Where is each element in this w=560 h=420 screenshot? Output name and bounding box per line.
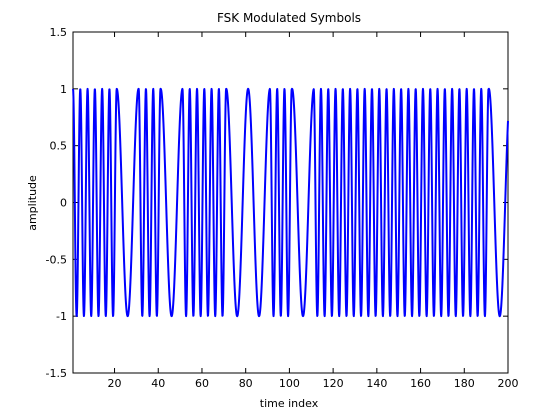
y-tick-label: -0.5 (46, 253, 67, 266)
y-tick-label: 1 (60, 83, 67, 96)
y-tick-label: 0 (60, 197, 67, 210)
x-tick-label: 120 (323, 377, 344, 390)
x-tick-label: 60 (195, 377, 209, 390)
x-tick-label: 180 (454, 377, 475, 390)
x-tick-label: 20 (108, 377, 122, 390)
y-axis-label: amplitude (26, 175, 39, 231)
x-tick-label: 80 (239, 377, 253, 390)
tick-marks (73, 31, 509, 374)
y-tick-label: -1.5 (46, 367, 67, 380)
x-tick-label: 40 (151, 377, 165, 390)
x-axis-label: time index (260, 397, 319, 410)
x-tick-label: 160 (410, 377, 431, 390)
x-tick-label: 100 (279, 377, 300, 390)
x-tick-label: 140 (366, 377, 387, 390)
tick-labels: 20 40 60 80 100 120 140 160 180 200 -1.5 -1 -0.5 0 0.5… (46, 26, 519, 390)
y-tick-label: -1 (56, 310, 67, 323)
y-tick-label: 1.5 (50, 26, 68, 39)
y-tick-label: 0.5 (50, 140, 68, 153)
chart-title: FSK Modulated Symbols (217, 11, 361, 25)
x-tick-label: 200 (498, 377, 519, 390)
series-line (72, 87, 509, 318)
